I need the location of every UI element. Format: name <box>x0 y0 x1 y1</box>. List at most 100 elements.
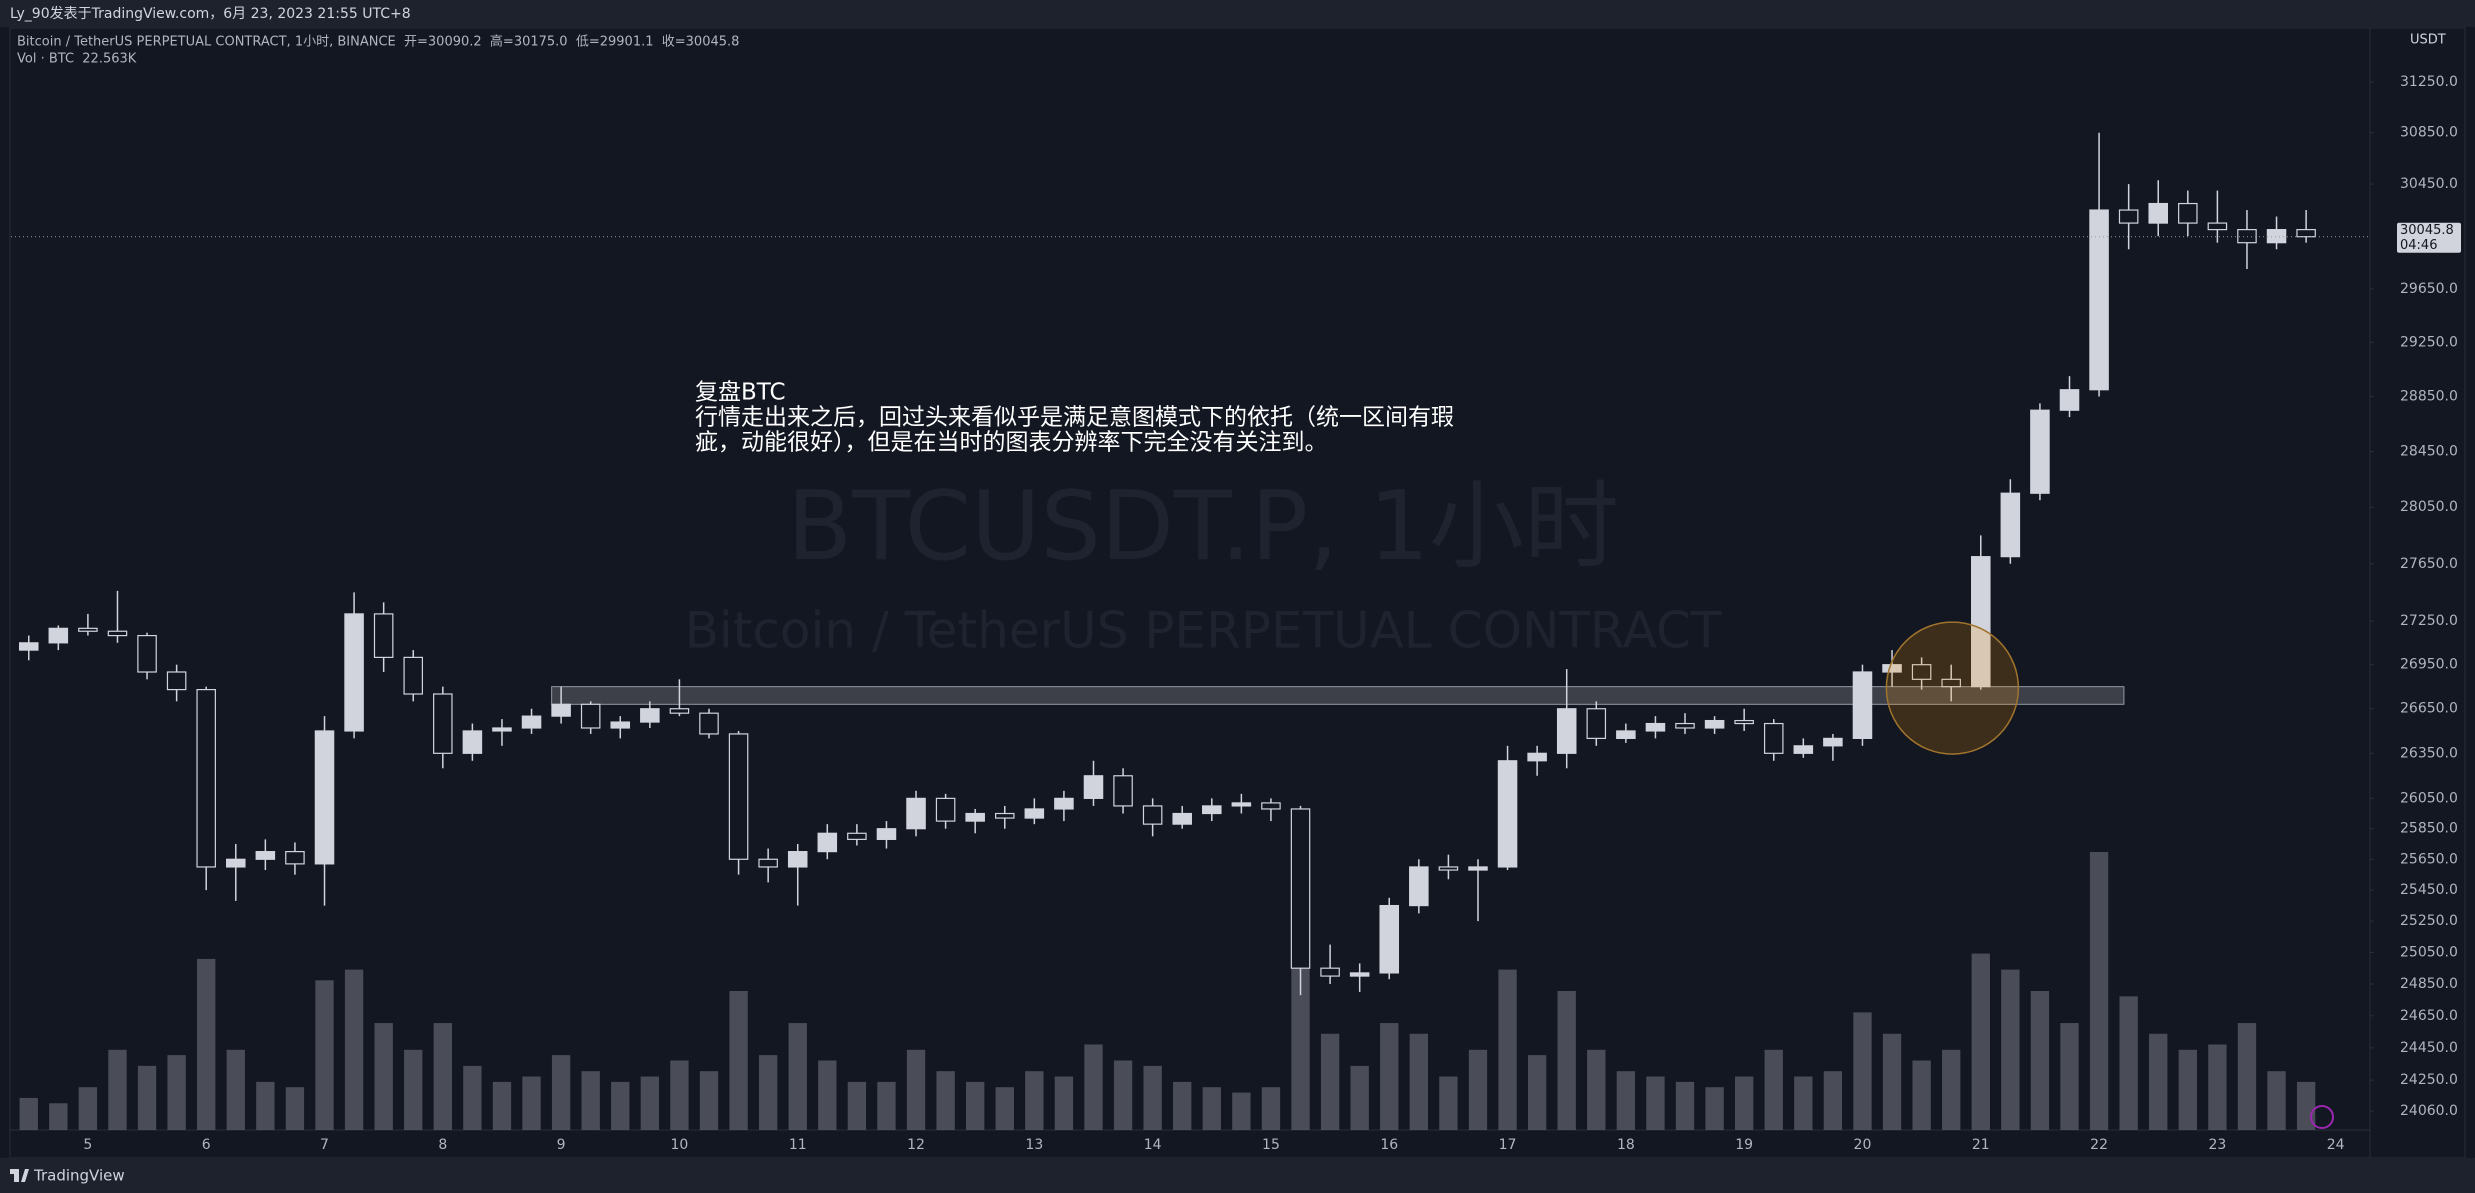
logo-part <box>14 1169 19 1182</box>
volume-bar <box>492 1081 512 1130</box>
brand: TradingView <box>33 1167 125 1185</box>
logo-part <box>21 1169 29 1182</box>
volume-bar <box>640 1076 660 1130</box>
volume-bar <box>877 1081 896 1130</box>
bottom-bar <box>0 1158 2475 1193</box>
y-tick-label: 31250.0 <box>2400 74 2458 90</box>
volume-bar <box>847 1081 867 1130</box>
volume-bar <box>1173 1081 1192 1130</box>
x-tick-label: 22 <box>2090 1137 2108 1153</box>
x-tick-label: 17 <box>1499 1137 1517 1153</box>
candle-body <box>610 721 631 729</box>
candle-body <box>1113 775 1133 807</box>
volume-bar <box>1616 1071 1636 1130</box>
y-tick-label: 26650.0 <box>2400 701 2458 717</box>
candle-body <box>965 812 985 822</box>
candle-body <box>2237 229 2257 244</box>
volume-bar <box>1261 1087 1281 1130</box>
x-tick-label: 6 <box>202 1137 211 1153</box>
candle-body <box>1734 719 1754 725</box>
candle-body <box>1971 556 1991 688</box>
y-tick-label: 29250.0 <box>2400 334 2458 350</box>
volume-bar <box>285 1087 305 1130</box>
volume-bar <box>1084 1044 1103 1130</box>
volume-bar <box>1557 991 1576 1130</box>
candle-body <box>1704 719 1725 729</box>
y-tick-label: 24650.0 <box>2400 1008 2458 1024</box>
volume-bar <box>2119 996 2138 1130</box>
candle-body <box>2178 202 2198 224</box>
volume-bar <box>1764 1049 1783 1130</box>
candle-body <box>847 832 867 840</box>
y-tick-label: 26050.0 <box>2400 790 2458 806</box>
candle-body <box>1823 737 1843 747</box>
author-line: Ly_90发表于TradingView.com，6月 23, 2023 21:5… <box>10 6 411 22</box>
volume-bar <box>1971 953 1990 1130</box>
volume-bar <box>78 1087 98 1130</box>
candle-body <box>1645 722 1666 732</box>
candle-body <box>1527 752 1547 762</box>
volume-bar <box>404 1049 423 1130</box>
y-tick-label: 28450.0 <box>2400 444 2458 460</box>
candle-body <box>640 708 660 723</box>
candle-body <box>1320 967 1340 977</box>
annotation-line: 疵，动能很好），但是在当时的图表分辨率下完全没有关注到。 <box>695 430 1328 456</box>
candle-body <box>1852 671 1873 739</box>
candle-body <box>78 627 98 632</box>
plot <box>18 132 2316 1130</box>
volume-bar <box>2149 1033 2168 1130</box>
volume-bar <box>2237 1023 2257 1130</box>
candle-body <box>107 630 128 637</box>
candle-body <box>728 733 749 860</box>
candle-body <box>1793 745 1814 754</box>
last-price-label: 30045.8 <box>2400 223 2454 238</box>
candle-body <box>48 627 69 644</box>
y-tick-label: 25050.0 <box>2400 944 2458 960</box>
y-tick-label: 27250.0 <box>2400 613 2458 629</box>
y-tick-label: 24250.0 <box>2400 1072 2458 1088</box>
highlight-circle <box>1885 621 2020 755</box>
volume-bar <box>788 1023 807 1130</box>
x-tick-label: 13 <box>1025 1137 1043 1153</box>
candle-body <box>1616 730 1636 739</box>
volume-bar <box>1912 1060 1931 1130</box>
x-tick-label: 8 <box>438 1137 447 1153</box>
y-tick-label: 24850.0 <box>2400 976 2458 992</box>
volume-bar <box>2208 1044 2227 1130</box>
candle-body <box>580 703 601 729</box>
watermark-symbol: BTCUSDT.P, 1小时 <box>787 472 1619 582</box>
x-tick-label: 9 <box>557 1137 566 1153</box>
volume-bar <box>1113 1060 1133 1130</box>
x-tick-label: 10 <box>671 1137 689 1153</box>
volume-bar <box>936 1071 955 1130</box>
volume-bar <box>522 1076 541 1130</box>
volume-bar <box>1882 1033 1902 1130</box>
volume-bar <box>49 1103 68 1130</box>
volume-bar <box>344 969 364 1130</box>
volume-bar <box>551 1055 571 1130</box>
y-tick-label: 28850.0 <box>2400 389 2458 405</box>
candle-body <box>1024 808 1045 819</box>
candle-body <box>137 634 157 673</box>
volume-bar <box>1439 1076 1458 1130</box>
volume-bar <box>758 1055 778 1130</box>
volume-bar <box>995 1087 1014 1130</box>
lightning-button[interactable] <box>2310 1105 2334 1129</box>
candle-body <box>2118 209 2139 224</box>
volume-bar <box>2001 969 2020 1130</box>
x-tick-label: 5 <box>83 1137 92 1153</box>
x-tick-label: 15 <box>1262 1137 1280 1153</box>
candle-body <box>462 730 483 754</box>
volume-bar <box>1350 1065 1369 1130</box>
y-tick-label: 24060.0 <box>2400 1103 2458 1119</box>
candle-body <box>1172 812 1192 825</box>
candle-body <box>1941 678 1961 688</box>
candle-body <box>1409 866 1429 907</box>
candle-body <box>521 715 542 729</box>
x-tick-label: 21 <box>1972 1137 1990 1153</box>
volume-line: Vol · BTC 22.563K <box>17 52 137 67</box>
candle-body <box>1290 808 1311 969</box>
volume-bar <box>1054 1076 1074 1130</box>
candle-body <box>699 712 719 735</box>
candle-body <box>18 642 39 651</box>
